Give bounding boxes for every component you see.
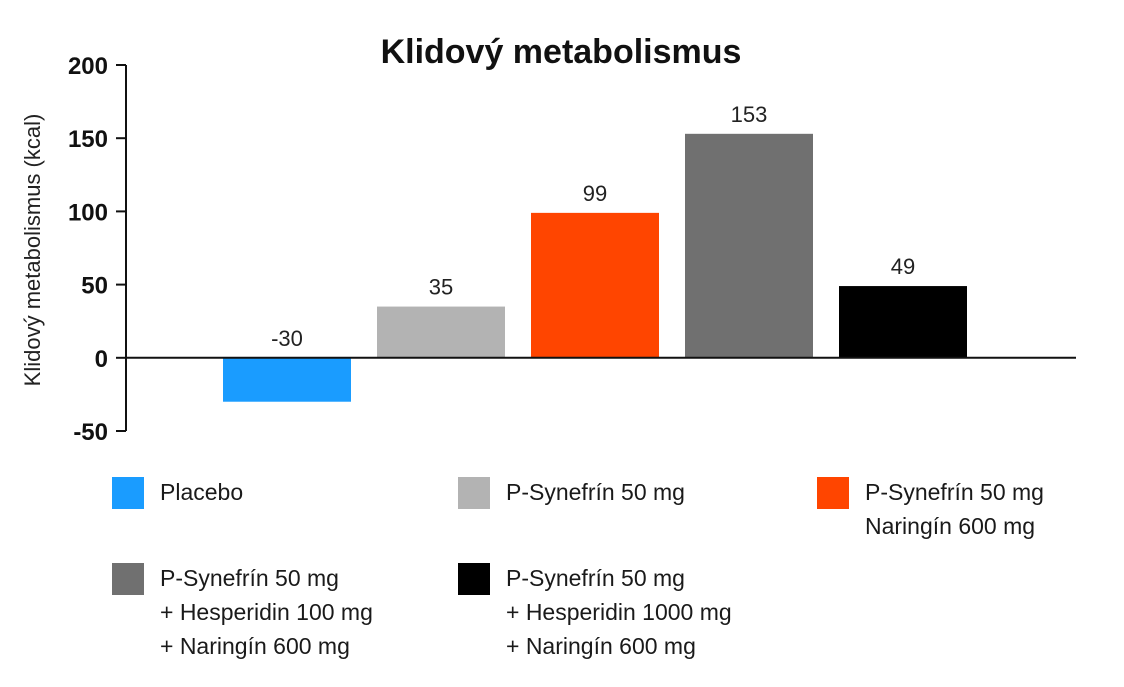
y-tick-label: 150 xyxy=(68,126,108,153)
bar-value-label: -30 xyxy=(271,326,303,351)
y-tick-label: 200 xyxy=(68,53,108,80)
y-tick-label: 100 xyxy=(68,199,108,226)
bar-value-label: 49 xyxy=(891,254,915,279)
bar-value-label: 153 xyxy=(731,102,768,127)
bar xyxy=(839,286,967,358)
bar xyxy=(223,357,351,402)
bar xyxy=(531,212,659,358)
y-tick-label: 0 xyxy=(95,346,108,373)
y-tick-label: 50 xyxy=(81,273,108,300)
y-axis: 200 150 100 50 0 -50 xyxy=(68,53,127,446)
bar xyxy=(377,306,505,358)
bar-value-label: 35 xyxy=(429,275,453,300)
bar-value-label: 99 xyxy=(583,181,607,206)
bars xyxy=(223,133,967,402)
y-axis-label: Klidový metabolismus (kcal) xyxy=(20,114,45,387)
value-labels: -30 35 99 153 49 xyxy=(271,102,915,351)
y-tick-label: -50 xyxy=(73,419,108,446)
chart-title: Klidový metabolismus xyxy=(381,33,742,71)
bar xyxy=(685,133,813,358)
